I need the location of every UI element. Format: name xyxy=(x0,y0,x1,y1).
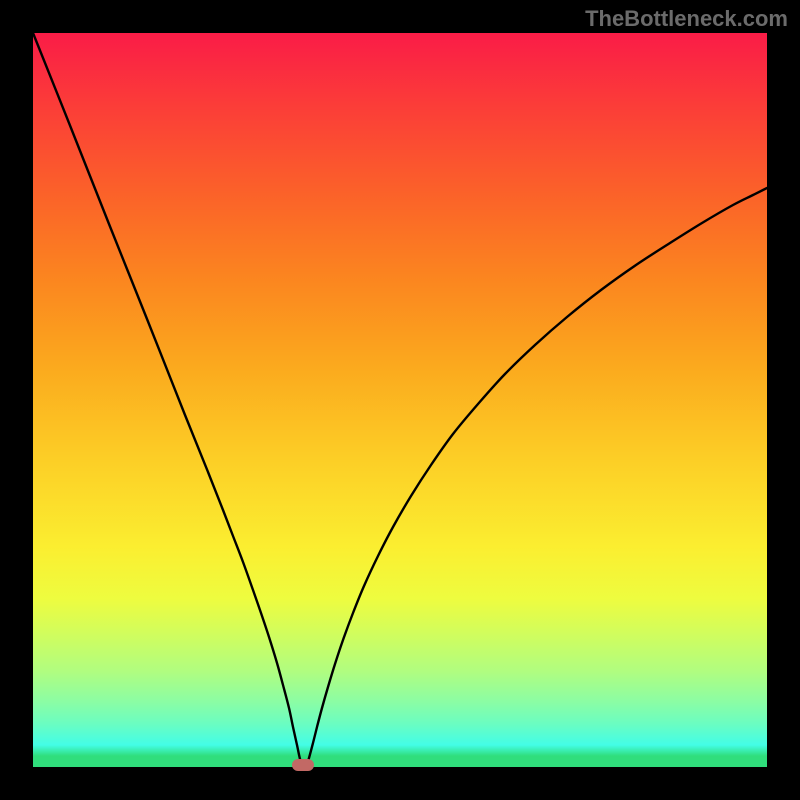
bottleneck-curve xyxy=(33,33,767,767)
optimal-point-marker xyxy=(292,759,314,771)
watermark-text: TheBottleneck.com xyxy=(585,6,788,32)
plot-area xyxy=(33,33,767,767)
chart-container: TheBottleneck.com xyxy=(0,0,800,800)
